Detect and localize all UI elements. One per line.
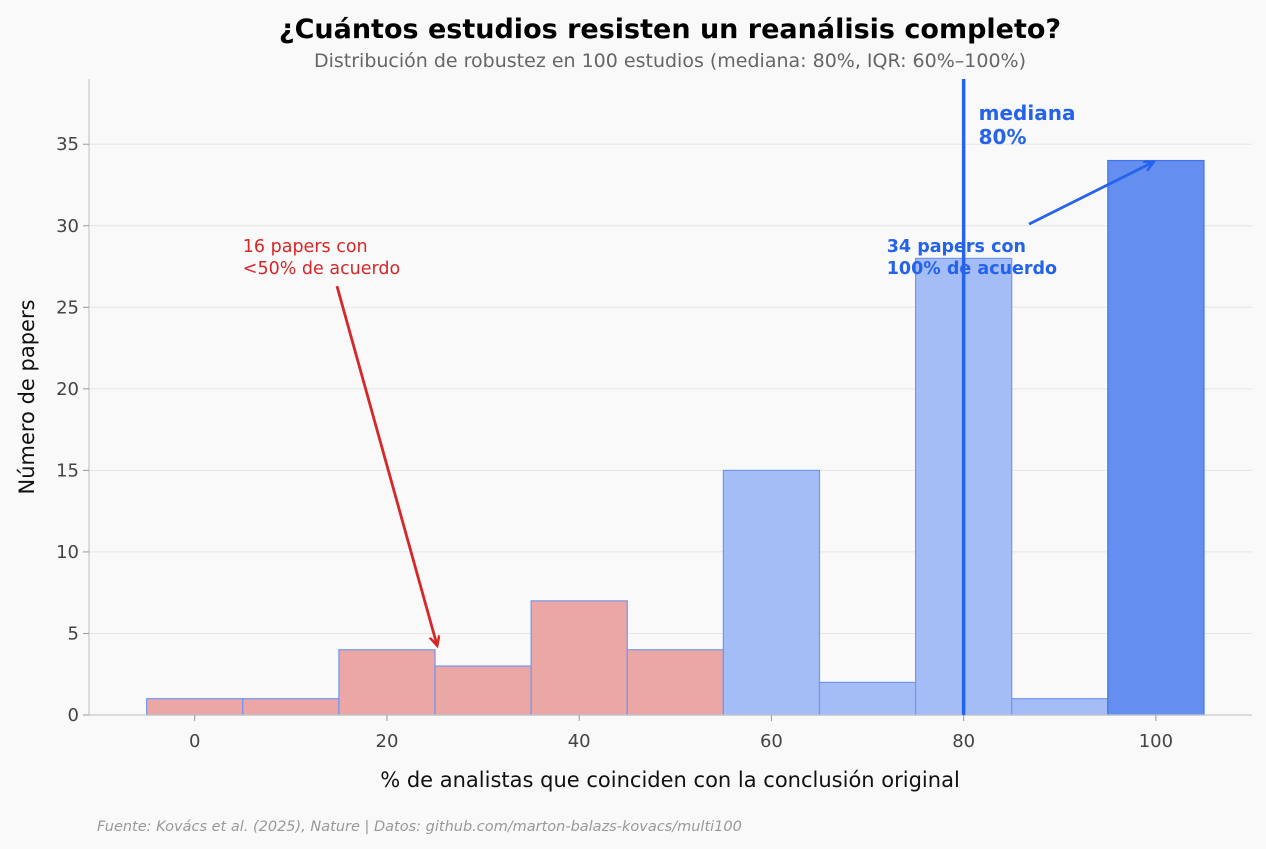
bar-50 — [626, 649, 724, 716]
bar-30 — [434, 665, 532, 716]
low-agreement-annotation-line: <50% de acuerdo — [243, 259, 400, 279]
median-label-line: 80% — [979, 125, 1027, 149]
y-tick-label: 35 — [56, 134, 79, 155]
y-tick-label: 5 — [68, 623, 79, 644]
low-agreement-annotation-arrow — [335, 285, 437, 645]
full-agreement-annotation-line: 100% de acuerdo — [887, 259, 1057, 279]
bar-40 — [530, 600, 628, 716]
full-agreement-annotation-text: 34 papers con 100% de acuerdo — [887, 237, 1057, 279]
median-label: mediana 80% — [979, 101, 1076, 149]
x-tick-label: 20 — [376, 731, 399, 752]
y-tick-label: 25 — [56, 297, 79, 318]
x-tick-label: 100 — [1139, 731, 1173, 752]
chart-subtitle: Distribución de robustez en 100 estudios… — [314, 50, 1026, 72]
x-tick-label: 60 — [760, 731, 783, 752]
y-axis-label: Número de papers — [15, 299, 39, 494]
y-tick-label: 20 — [56, 379, 79, 400]
bar-20 — [338, 649, 436, 716]
y-tick-label: 0 — [68, 705, 79, 726]
full-agreement-annotation-arrow — [1028, 162, 1153, 226]
axes: 0 20 40 60 80 100 0 5 10 15 20 25 30 35 — [56, 79, 1252, 752]
low-agreement-annotation-text: 16 papers con <50% de acuerdo — [243, 237, 400, 279]
chart-title: ¿Cuántos estudios resisten un reanálisis… — [279, 14, 1061, 45]
y-tick-label: 10 — [56, 542, 79, 563]
annotations: 16 papers con <50% de acuerdo 34 papers co… — [243, 162, 1153, 645]
median-layer: mediana 80% — [961, 79, 1076, 715]
bar-60 — [722, 469, 821, 716]
bar-90 — [1011, 698, 1109, 716]
full-agreement-annotation-line: 34 papers con — [887, 237, 1026, 257]
y-tick-label: 15 — [56, 460, 79, 481]
x-tick-label: 0 — [189, 731, 200, 752]
source-note: Fuente: Kovács et al. (2025), Nature | D… — [97, 819, 742, 835]
x-axis-label: % de analistas que coinciden con la conc… — [380, 768, 960, 792]
x-tick-label: 40 — [568, 731, 591, 752]
bar-0 — [146, 698, 244, 716]
x-tick-label: 80 — [952, 731, 975, 752]
y-tick-label: 30 — [56, 216, 79, 237]
bar-10 — [242, 698, 340, 716]
bar-70 — [818, 681, 917, 716]
bar-100 — [1107, 159, 1205, 716]
median-label-line: mediana — [979, 101, 1076, 125]
low-agreement-annotation-line: 16 papers con — [243, 237, 368, 257]
gridlines — [89, 143, 1252, 634]
